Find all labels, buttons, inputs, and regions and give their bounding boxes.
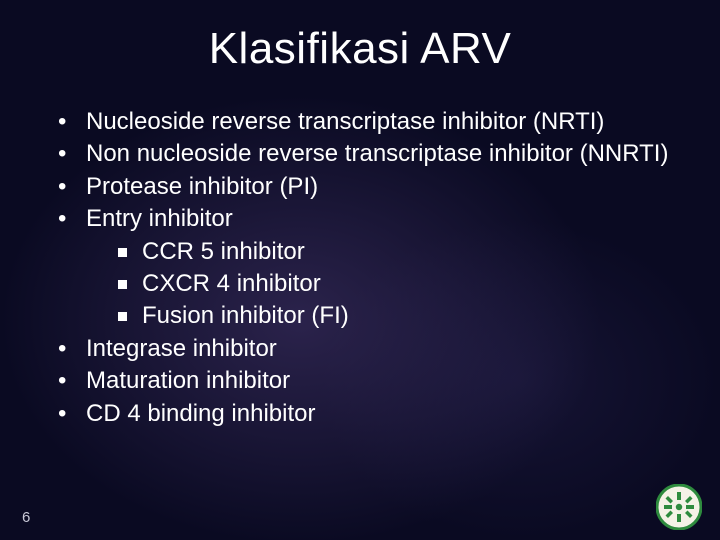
bullet-text: Non nucleoside reverse transcriptase inh… — [86, 140, 668, 167]
slide-content: Nucleoside reverse transcriptase inhibit… — [40, 106, 680, 430]
list-item: Nucleoside reverse transcriptase inhibit… — [52, 106, 680, 138]
list-item: Maturation inhibitor — [52, 365, 680, 397]
sub-bullet-text: CCR 5 inhibitor — [142, 238, 305, 265]
page-number: 6 — [22, 509, 30, 526]
sub-bullet-text: CXCR 4 inhibitor — [142, 270, 321, 297]
bullet-text: CD 4 binding inhibitor — [86, 400, 315, 427]
bullet-text: Nucleoside reverse transcriptase inhibit… — [86, 108, 604, 135]
sub-list-item: CCR 5 inhibitor — [116, 236, 680, 268]
logo-icon — [656, 484, 702, 530]
sub-list-item: Fusion inhibitor (FI) — [116, 300, 680, 332]
sub-bullet-text: Fusion inhibitor (FI) — [142, 302, 349, 329]
bullet-text: Protease inhibitor (PI) — [86, 173, 318, 200]
slide-container: Klasifikasi ARV Nucleoside reverse trans… — [0, 0, 720, 540]
list-item: Integrase inhibitor — [52, 333, 680, 365]
slide-title: Klasifikasi ARV — [40, 24, 680, 74]
list-item: Protease inhibitor (PI) — [52, 171, 680, 203]
bullet-text: Integrase inhibitor — [86, 335, 277, 362]
bullet-text: Entry inhibitor — [86, 205, 233, 232]
bullet-list: Nucleoside reverse transcriptase inhibit… — [52, 106, 680, 430]
list-item: Entry inhibitor CCR 5 inhibitor CXCR 4 i… — [52, 203, 680, 333]
list-item: CD 4 binding inhibitor — [52, 398, 680, 430]
bullet-text: Maturation inhibitor — [86, 367, 290, 394]
list-item: Non nucleoside reverse transcriptase inh… — [52, 138, 680, 170]
sub-list-item: CXCR 4 inhibitor — [116, 268, 680, 300]
sub-bullet-list: CCR 5 inhibitor CXCR 4 inhibitor Fusion … — [86, 236, 680, 333]
